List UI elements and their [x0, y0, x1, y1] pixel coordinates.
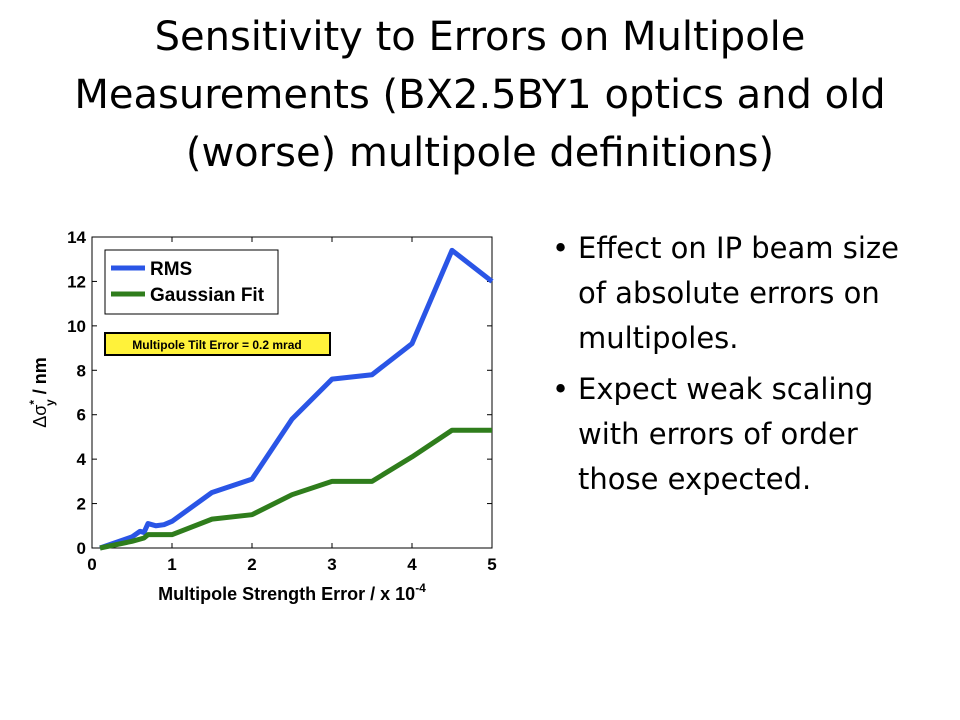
series-line [99, 247, 494, 551]
bullet: Expect weak scaling with errors of order… [548, 367, 908, 502]
x-axis-label-exponent: -4 [415, 581, 426, 595]
y-axis-label: Δσ* y / nm [27, 357, 57, 428]
y-axis-label-sup: * [27, 400, 41, 405]
slide-title: Sensitivity to Errors on Multipole Measu… [74, 14, 886, 176]
annotation-box [104, 332, 331, 356]
legend-box [104, 249, 279, 315]
legend-label: RMS [150, 259, 192, 280]
y-axis-label-symbol: Δσ [30, 405, 50, 428]
y-tick-label: 2 [77, 495, 86, 514]
x-axis-label-text: Multipole Strength Error / x 10 [158, 584, 415, 604]
y-axis-label-unit: / nm [30, 357, 50, 399]
x-tick-label: 1 [167, 555, 176, 574]
x-tick-label: 0 [87, 555, 96, 574]
series-line [99, 427, 492, 551]
legend-label: Gaussian Fit [150, 285, 265, 306]
y-tick-label: 14 [67, 228, 86, 247]
x-axis-label: Multipole Strength Error / x 10-4 [158, 581, 426, 604]
x-tick-label: 2 [247, 555, 256, 574]
y-tick-label: 0 [77, 539, 86, 558]
x-tick-label: 3 [327, 555, 336, 574]
y-tick-label: 10 [67, 317, 86, 336]
y-axis-label-sub: y [43, 399, 57, 406]
y-tick-label: 4 [77, 450, 87, 469]
y-tick-label: 6 [77, 406, 86, 425]
y-tick-label: 12 [67, 272, 86, 291]
y-tick-label: 8 [77, 361, 86, 380]
bullet-list: Effect on IP beam size of absolute error… [548, 226, 908, 508]
annotation: Multipole Tilt Error = 0.2 mrad [132, 338, 301, 352]
bullet: Effect on IP beam size of absolute error… [548, 226, 908, 361]
x-tick-label: 5 [487, 555, 496, 574]
x-tick-label: 4 [407, 555, 417, 574]
